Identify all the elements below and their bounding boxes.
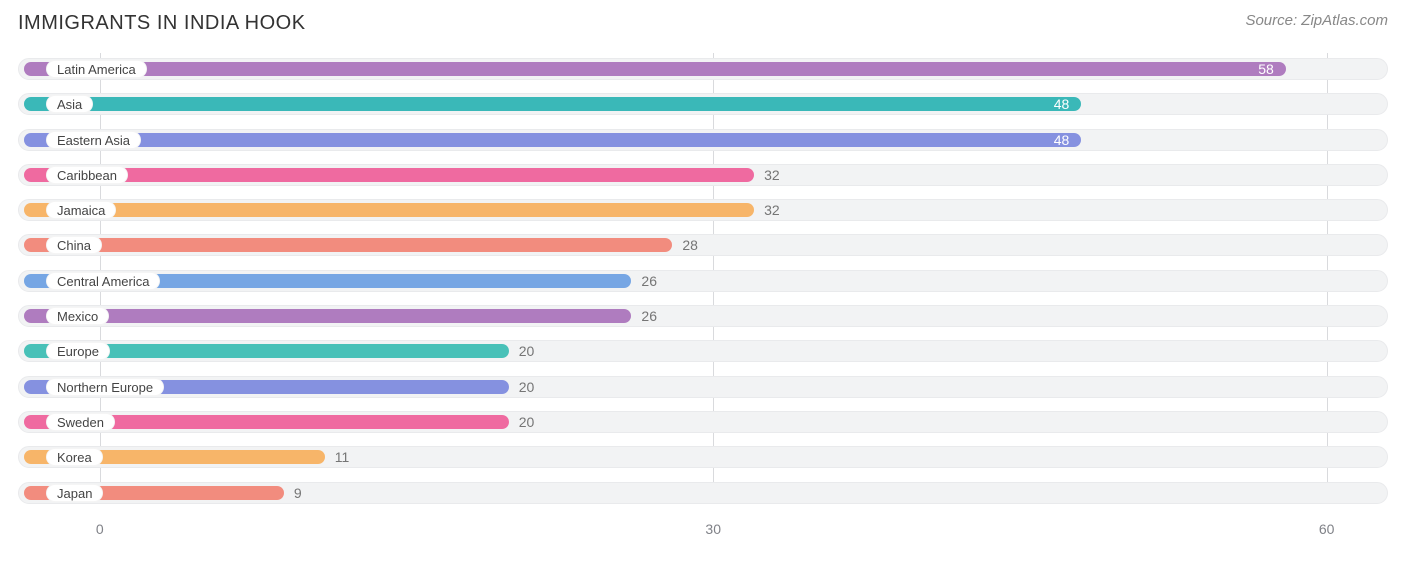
bar-value: 58 xyxy=(1258,59,1274,79)
bar-value: 20 xyxy=(519,341,535,361)
bar-row: Sweden 20 xyxy=(18,406,1388,441)
bar-value: 32 xyxy=(764,200,780,220)
bar-label-pill: Jamaica xyxy=(46,201,116,219)
bar-label-pill: Japan xyxy=(46,484,103,502)
bar-label-pill: China xyxy=(46,236,102,254)
bar-label-pill: Asia xyxy=(46,95,93,113)
bar-label-pill: Sweden xyxy=(46,413,115,431)
bar-row: Eastern Asia 48 xyxy=(18,124,1388,159)
bar-row: Europe 20 xyxy=(18,335,1388,370)
bar-row: Jamaica 32 xyxy=(18,194,1388,229)
x-tick-label: 60 xyxy=(1319,521,1335,537)
bar-value: 9 xyxy=(294,483,302,503)
bar-label-pill: Caribbean xyxy=(46,166,128,184)
bar-value: 11 xyxy=(335,447,350,467)
bar-label-pill: Central America xyxy=(46,272,160,290)
bar xyxy=(24,133,1081,147)
bars-region: Latin America 58 Asia 48 Eastern Asia 48 Carib… xyxy=(18,53,1388,513)
bar xyxy=(24,168,754,182)
bar-row: Central America 26 xyxy=(18,265,1388,300)
bar-value: 26 xyxy=(641,271,657,291)
bar-value: 26 xyxy=(641,306,657,326)
source-label: Source: ZipAtlas.com xyxy=(1245,12,1388,29)
bar-row: Korea 11 xyxy=(18,441,1388,476)
chart-container: IMMIGRANTS IN INDIA HOOK Source: ZipAtla… xyxy=(0,0,1406,570)
bar-label-pill: Europe xyxy=(46,342,110,360)
bar-label-pill: Latin America xyxy=(46,60,147,78)
bar-row: Japan 9 xyxy=(18,477,1388,512)
bar-row: Caribbean 32 xyxy=(18,159,1388,194)
bar-row: Mexico 26 xyxy=(18,300,1388,335)
x-tick-label: 0 xyxy=(96,521,104,537)
chart-title: IMMIGRANTS IN INDIA HOOK xyxy=(18,12,306,35)
bar xyxy=(24,203,754,217)
bar xyxy=(24,238,672,252)
bar-row: Asia 48 xyxy=(18,88,1388,123)
bar-row: Northern Europe 20 xyxy=(18,371,1388,406)
x-tick-label: 30 xyxy=(705,521,721,537)
bar xyxy=(24,97,1081,111)
x-axis: 0 30 60 xyxy=(18,517,1388,543)
bar-value: 48 xyxy=(1054,130,1070,150)
bar-label-pill: Mexico xyxy=(46,307,109,325)
bar-label-pill: Eastern Asia xyxy=(46,131,141,149)
bar xyxy=(24,309,631,323)
bar-value: 48 xyxy=(1054,94,1070,114)
header: IMMIGRANTS IN INDIA HOOK Source: ZipAtla… xyxy=(18,12,1388,35)
bar-label-pill: Northern Europe xyxy=(46,378,164,396)
bar xyxy=(24,62,1286,76)
bar-value: 32 xyxy=(764,165,780,185)
bar-row: China 28 xyxy=(18,229,1388,264)
bar-label-pill: Korea xyxy=(46,448,103,466)
bar-value: 20 xyxy=(519,412,535,432)
bar-value: 28 xyxy=(682,235,698,255)
chart-area: Latin America 58 Asia 48 Eastern Asia 48 Carib… xyxy=(18,53,1388,543)
bar-value: 20 xyxy=(519,377,535,397)
bar-row: Latin America 58 xyxy=(18,53,1388,88)
